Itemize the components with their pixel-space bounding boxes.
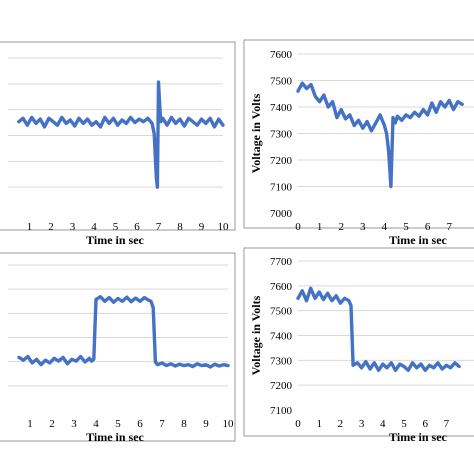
x-tick-label: 6 [422,418,428,430]
x-tick-label: 0 [295,221,301,233]
x-tick-label: 0 [295,418,301,430]
x-tick-label: 4 [91,221,97,233]
y-tick-label: 7600 [270,49,293,61]
x-tick-label: 1 [317,221,323,233]
x-tick-label: 1 [316,418,322,430]
chart-frame [0,252,236,442]
x-tick-label: 3 [359,418,365,430]
chart-panel-1: 1 2 3 4 5 6 7 8 9 10 Time in sec [0,41,236,247]
y-tick-label: 7500 [270,306,293,318]
y-tick-label: 7700 [270,256,293,268]
series-line-1 [17,80,225,189]
x-tick-label: 10 [218,221,230,233]
y-tick-label: 7100 [270,182,293,194]
y-tick-label: 7000 [270,208,293,220]
x-tick-label: 2 [49,418,55,430]
x-tick-label: 2 [338,418,344,430]
y-tick-label: 7400 [270,102,293,114]
chart-frame [243,247,474,437]
y-axis-label: Voltage in Volts [249,295,263,375]
x-tick-label: 1 [27,418,33,430]
x-tick-label: 1 [27,221,33,233]
x-axis-label: Time in sec [86,430,144,444]
x-tick-label: 2 [48,221,54,233]
x-tick-label: 8 [181,418,187,430]
x-tick-label: 5 [113,221,119,233]
y-tick-label: 7600 [270,281,293,293]
x-tick-label: 3 [71,418,77,430]
x-tick-label: 6 [137,418,143,430]
x-tick-label: 8 [177,221,183,233]
chart-panel-4: 7100 7200 7300 7400 7500 7600 7700 0 1 2 3 4 5 6 7Time… [243,247,474,444]
x-tick-label: 2 [338,221,344,233]
x-tick-label: 4 [93,418,99,430]
x-axis-label: Time in sec [389,430,447,444]
series-line-1 [296,286,461,372]
chart-panel-3: 1 2 3 4 5 6 7 8 9 10 Time in sec [0,252,236,444]
x-tick-label: 7 [446,221,452,233]
x-axis-label: Time in sec [389,233,447,247]
x-tick-label: 9 [203,418,209,430]
y-tick-label: 7200 [270,380,293,392]
y-axis-label: Voltage in Volts [249,93,263,173]
x-tick-label: 7 [444,418,450,430]
x-tick-label: 7 [156,221,162,233]
y-tick-label: 7400 [270,331,293,343]
x-tick-label: 4 [380,418,386,430]
y-tick-label: 7300 [270,129,293,141]
x-tick-label: 7 [159,418,165,430]
x-tick-label: 6 [425,221,431,233]
y-tick-label: 7200 [270,155,293,167]
y-tick-label: 7100 [270,405,293,417]
chart-panel-2: 7000 7100 7200 7300 7400 7500 7600 0 1 2 3 4 5 6 7Time… [243,39,474,247]
x-tick-label: 4 [382,221,388,233]
series-line-1 [17,295,230,369]
x-tick-label: 5 [115,418,121,430]
series-line-1 [296,81,464,189]
x-axis-label: Time in sec [86,233,144,247]
x-tick-label: 10 [223,418,235,430]
y-tick-label: 7300 [270,355,293,367]
x-tick-label: 6 [134,221,140,233]
x-tick-label: 3 [360,221,366,233]
y-tick-label: 7500 [270,76,293,88]
x-tick-label: 3 [70,221,76,233]
x-tick-label: 9 [199,221,205,233]
x-tick-label: 5 [403,221,409,233]
x-tick-label: 5 [401,418,407,430]
